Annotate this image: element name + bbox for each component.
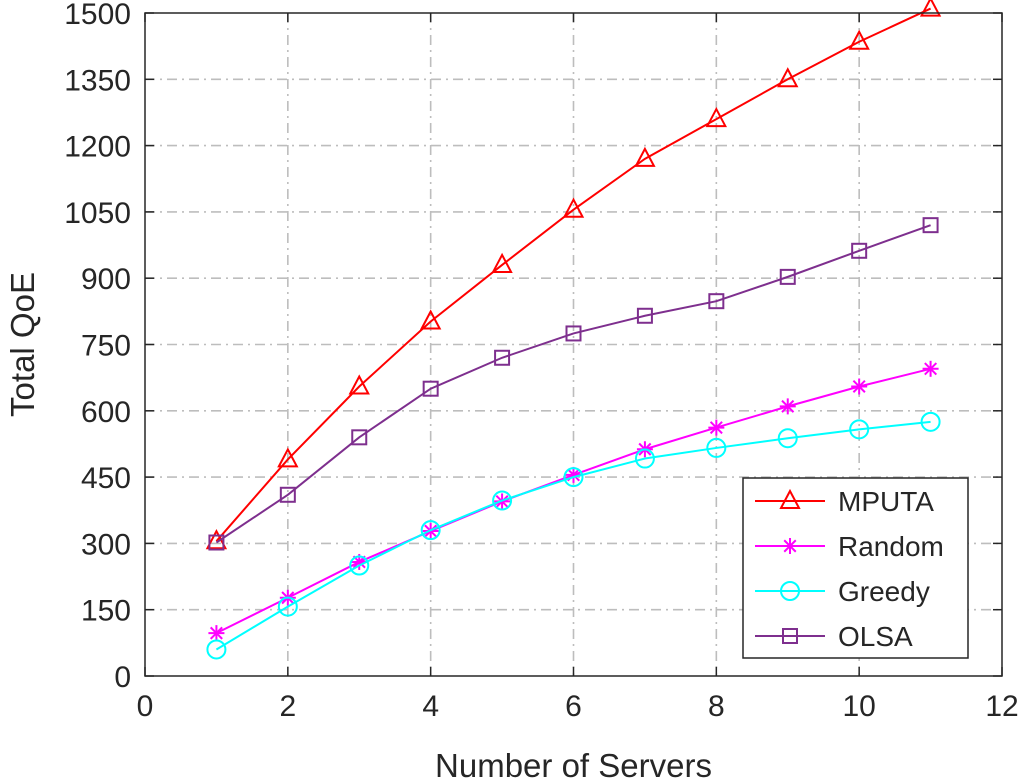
circle-marker bbox=[563, 467, 584, 488]
y-tick-label: 750 bbox=[81, 330, 131, 363]
circle-marker bbox=[206, 639, 227, 660]
legend-item-mputa: MPUTA bbox=[755, 486, 934, 517]
circle-marker bbox=[777, 428, 798, 449]
square-marker bbox=[779, 268, 796, 285]
series-line bbox=[215, 420, 931, 651]
triangle-marker bbox=[277, 447, 299, 468]
square-marker bbox=[782, 628, 798, 644]
y-tick-label: 150 bbox=[81, 595, 131, 628]
circle-marker bbox=[849, 419, 870, 440]
y-tick-label: 1350 bbox=[64, 64, 131, 97]
series-line bbox=[215, 7, 932, 542]
y-axis-title: Total QoE bbox=[4, 272, 41, 417]
y-tick-label: 300 bbox=[81, 528, 131, 561]
series-line bbox=[215, 224, 931, 544]
series-mputa bbox=[205, 0, 942, 550]
square-marker bbox=[494, 349, 511, 366]
triangle-marker bbox=[705, 106, 727, 128]
series-greedy bbox=[206, 411, 941, 660]
y-tick-label: 450 bbox=[81, 462, 131, 495]
triangle-marker bbox=[562, 197, 585, 218]
x-tick-label: 2 bbox=[279, 690, 296, 723]
circle-marker bbox=[492, 490, 513, 511]
square-marker bbox=[851, 242, 868, 259]
legend-label: OLSA bbox=[838, 621, 913, 652]
asterisk-marker bbox=[922, 360, 939, 377]
series-olsa bbox=[208, 217, 939, 551]
circle-marker bbox=[920, 411, 941, 432]
triangle-marker bbox=[777, 67, 799, 88]
y-tick-label: 1500 bbox=[64, 0, 131, 31]
axis-ticks: 0 2 4 6 8 10 12 0 150 300 450 600 750 900 1050 1200 1350… bbox=[64, 0, 1018, 723]
triangle-marker bbox=[848, 29, 870, 50]
x-axis-title: Number of Servers bbox=[435, 747, 712, 781]
triangle-marker bbox=[919, 0, 942, 17]
asterisk-marker bbox=[851, 378, 868, 395]
asterisk-marker bbox=[708, 419, 725, 436]
triangle-marker bbox=[348, 374, 370, 395]
y-tick-label: 0 bbox=[114, 661, 131, 694]
square-marker bbox=[565, 325, 582, 342]
square-marker bbox=[422, 380, 439, 397]
legend-label: Greedy bbox=[838, 576, 930, 607]
x-tick-label: 0 bbox=[137, 690, 154, 723]
legend-item-olsa: OLSA bbox=[755, 621, 913, 652]
y-tick-label: 600 bbox=[81, 396, 131, 429]
grid bbox=[145, 13, 1002, 676]
legend-label: Random bbox=[838, 531, 944, 562]
square-marker bbox=[208, 534, 225, 551]
asterisk-marker bbox=[779, 398, 796, 415]
x-tick-label: 8 bbox=[708, 690, 725, 723]
triangle-marker bbox=[420, 309, 442, 330]
asterisk-marker bbox=[208, 625, 225, 642]
legend-label: MPUTA bbox=[838, 486, 934, 517]
circle-marker bbox=[349, 555, 370, 576]
x-tick-label: 12 bbox=[985, 690, 1018, 723]
square-marker bbox=[922, 217, 939, 234]
triangle-marker bbox=[491, 252, 513, 273]
square-marker bbox=[636, 307, 653, 324]
series-layer bbox=[205, 0, 942, 660]
circle-marker bbox=[634, 448, 655, 469]
circle-marker bbox=[420, 520, 441, 541]
asterisk-marker bbox=[782, 538, 798, 554]
square-marker bbox=[279, 486, 296, 503]
legend: MPUTA Random Greedy OLSA bbox=[742, 477, 969, 659]
series-random bbox=[208, 360, 939, 642]
y-tick-label: 1050 bbox=[64, 197, 131, 230]
x-tick-label: 6 bbox=[565, 690, 582, 723]
legend-item-random: Random bbox=[755, 531, 944, 562]
legend-item-greedy: Greedy bbox=[755, 576, 930, 607]
circle-marker bbox=[706, 437, 727, 458]
y-tick-label: 900 bbox=[81, 263, 131, 296]
x-tick-label: 10 bbox=[842, 690, 875, 723]
circle-marker bbox=[780, 581, 800, 601]
square-marker bbox=[708, 293, 725, 310]
x-tick-label: 4 bbox=[422, 690, 439, 723]
triangle-marker bbox=[634, 146, 656, 167]
y-tick-label: 1200 bbox=[64, 131, 131, 164]
triangle-marker bbox=[779, 488, 801, 509]
square-marker bbox=[351, 429, 368, 446]
circle-marker bbox=[277, 596, 298, 617]
